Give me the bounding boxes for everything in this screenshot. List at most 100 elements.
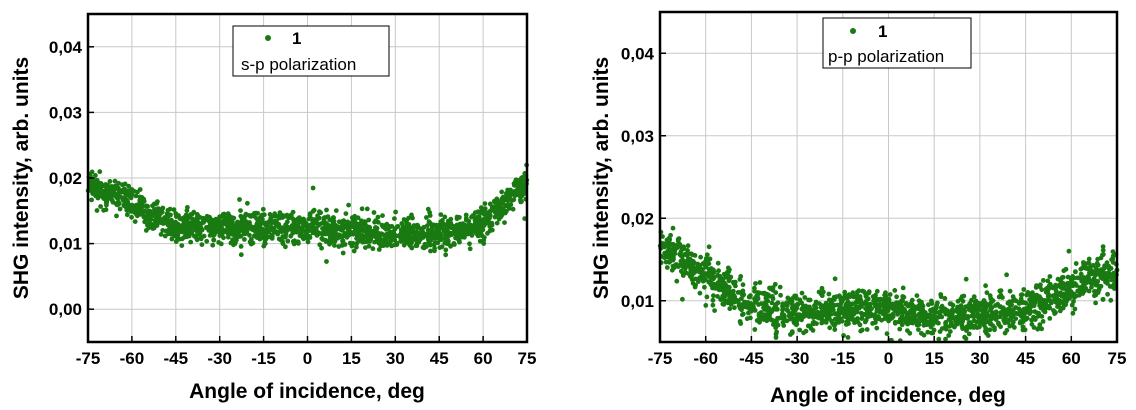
data-point <box>358 232 363 237</box>
data-point <box>146 225 152 231</box>
data-point <box>704 294 710 300</box>
data-point <box>1005 320 1011 325</box>
data-point <box>687 272 692 277</box>
y-tick-label: 0,03 <box>621 127 654 146</box>
data-point <box>433 235 438 241</box>
data-point <box>1028 301 1034 307</box>
data-point <box>221 211 227 217</box>
data-point <box>495 204 501 210</box>
data-point <box>773 335 779 340</box>
data-point <box>968 322 974 328</box>
data-point <box>1007 288 1013 294</box>
data-point <box>448 225 454 231</box>
data-point <box>380 213 385 219</box>
data-point <box>376 231 382 236</box>
data-point <box>132 219 138 225</box>
data-point <box>998 288 1004 293</box>
data-point <box>921 309 927 315</box>
data-point <box>503 191 509 196</box>
data-point <box>1039 314 1045 319</box>
data-point <box>160 205 166 211</box>
data-point <box>122 190 128 195</box>
data-point <box>283 226 289 232</box>
data-point <box>926 302 931 308</box>
data-point <box>186 227 192 233</box>
data-point <box>1061 268 1067 274</box>
data-point <box>498 214 504 220</box>
data-point <box>894 294 899 300</box>
data-point <box>408 239 414 245</box>
data-point <box>195 229 200 235</box>
data-point <box>831 294 837 300</box>
data-point <box>1021 287 1027 292</box>
data-point <box>487 209 492 215</box>
data-point <box>411 223 417 228</box>
data-point <box>431 242 437 248</box>
data-point <box>854 309 860 315</box>
data-point <box>697 290 703 296</box>
data-point <box>883 293 889 299</box>
data-point <box>687 256 693 262</box>
data-point <box>135 189 140 195</box>
data-point <box>89 197 94 203</box>
data-point <box>247 221 252 226</box>
data-point <box>1110 256 1116 262</box>
points-left <box>85 162 530 264</box>
data-point <box>298 232 304 238</box>
data-point <box>280 238 285 244</box>
data-point <box>898 316 903 322</box>
data-point <box>675 236 681 242</box>
y-tick-label: 0,01 <box>621 292 654 311</box>
data-point <box>961 315 967 321</box>
data-point <box>107 179 113 184</box>
x-tick-label: -15 <box>831 349 856 368</box>
data-point <box>935 300 940 306</box>
data-point <box>877 303 883 308</box>
data-point <box>674 278 680 284</box>
data-point <box>137 199 143 205</box>
data-point <box>349 221 355 227</box>
data-point <box>200 217 206 223</box>
data-point <box>333 208 339 214</box>
data-point <box>819 285 825 291</box>
data-point <box>252 210 257 216</box>
data-point <box>859 327 865 333</box>
data-point <box>813 301 819 307</box>
data-point <box>1110 260 1116 265</box>
data-point <box>267 212 273 217</box>
data-point <box>1062 282 1067 287</box>
data-point <box>937 329 943 334</box>
data-point <box>426 219 432 225</box>
x-tick-label: 45 <box>1016 349 1035 368</box>
data-point <box>1031 325 1037 330</box>
data-point <box>116 199 121 205</box>
data-point <box>335 235 341 241</box>
data-point <box>333 229 338 235</box>
data-point <box>823 300 829 306</box>
data-point <box>698 254 703 260</box>
data-point <box>342 242 348 247</box>
data-point <box>822 312 828 318</box>
data-point <box>1077 275 1083 281</box>
data-point <box>949 311 955 317</box>
data-point <box>947 301 953 307</box>
data-point <box>292 238 297 244</box>
data-point <box>845 335 851 340</box>
data-point <box>198 236 204 242</box>
data-point <box>399 221 405 226</box>
data-point <box>703 258 708 264</box>
data-point <box>804 304 810 310</box>
data-point <box>482 222 487 228</box>
data-point <box>1040 319 1046 324</box>
data-point <box>984 310 990 315</box>
data-point <box>805 323 811 329</box>
data-point <box>680 264 686 270</box>
x-tick-label: -30 <box>207 349 232 368</box>
data-point <box>1096 287 1102 292</box>
data-point <box>784 307 790 313</box>
data-point <box>316 215 322 221</box>
data-point <box>865 314 870 320</box>
data-point <box>670 225 676 231</box>
data-point <box>987 327 993 333</box>
data-point <box>467 246 473 252</box>
